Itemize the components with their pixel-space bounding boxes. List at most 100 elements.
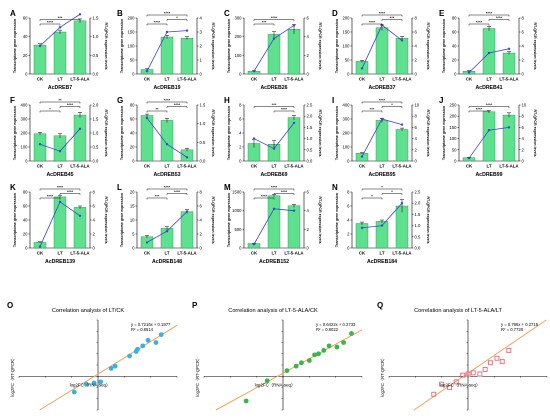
y-tick-label-left: 400 bbox=[343, 103, 351, 108]
y-tick-label-left: 60 bbox=[23, 16, 28, 21]
y-axis-label: log2FC（RT-QPCR） bbox=[380, 356, 385, 397]
significance-bracket bbox=[39, 101, 81, 104]
y-tick-label-left: 0 bbox=[132, 72, 135, 77]
data-point bbox=[453, 379, 459, 385]
data-point bbox=[112, 363, 118, 369]
y-tick-label-right: 2.0 bbox=[307, 114, 313, 119]
y-tick-label-left: 250 bbox=[450, 103, 458, 108]
y-tick-label-left: 1000 bbox=[232, 208, 242, 213]
y-tick-label-left: 15 bbox=[130, 204, 135, 209]
data-point bbox=[83, 381, 89, 387]
y-tick-label-right: 6 bbox=[307, 190, 310, 195]
qpcr-point bbox=[467, 157, 471, 160]
y-tick-label-right: 8 bbox=[415, 114, 418, 119]
significance-bracket bbox=[273, 110, 295, 113]
y-tick-label-right: 2.5 bbox=[415, 190, 421, 195]
y-tick-label-left: 0 bbox=[239, 72, 242, 77]
qpcr-point bbox=[487, 51, 491, 55]
chart-title: AcDREB69 bbox=[260, 172, 287, 178]
significance-label: *** bbox=[370, 106, 375, 111]
y-tick-label-right: 0 bbox=[200, 246, 203, 251]
y-tick-label-left: 0 bbox=[347, 72, 350, 77]
data-point bbox=[439, 381, 445, 387]
qpcr-point bbox=[380, 117, 384, 121]
chart-title: Correlation analysis of LT-5-ALA/CK bbox=[228, 308, 318, 314]
y-tick-label-right: 8 bbox=[522, 16, 525, 21]
y-tick-label-right: 2.0 bbox=[93, 103, 99, 108]
data-point bbox=[316, 351, 321, 357]
significance-label: **** bbox=[369, 19, 376, 24]
y-tick-label-left: 300 bbox=[343, 117, 351, 122]
x-tick-label: LT bbox=[57, 251, 62, 256]
r-squared: R² = 0.8514 bbox=[131, 327, 154, 332]
qpcr-point bbox=[360, 155, 364, 158]
bar-lt bbox=[482, 28, 496, 75]
y-tick-label-left: 50 bbox=[345, 58, 350, 63]
significance-label: **** bbox=[271, 15, 278, 20]
significance-bracket bbox=[146, 197, 168, 200]
significance-label: * bbox=[371, 193, 373, 198]
significance-label: * bbox=[381, 184, 383, 189]
qpcr-point bbox=[145, 116, 149, 120]
significance-bracket bbox=[488, 19, 510, 21]
x-tick-label: LT-5-ALA bbox=[284, 77, 304, 82]
x-tick-label: LT bbox=[164, 251, 169, 256]
significance-bracket bbox=[39, 23, 61, 26]
y-tick-label-right: 0 bbox=[415, 159, 418, 164]
chart-title: Correlation analysis of LT/CK bbox=[52, 308, 125, 314]
significance-label: *** bbox=[155, 193, 160, 198]
y-tick-label-right: 1.5 bbox=[415, 212, 421, 217]
y-tick-label-right: 8 bbox=[522, 114, 525, 119]
y-tick-label-right: 0 bbox=[93, 246, 96, 251]
data-point bbox=[135, 346, 140, 352]
chart-title: AcDREB139 bbox=[45, 259, 75, 265]
panel-letter: J bbox=[439, 96, 443, 105]
y-axis-label-right: RT-QPCR expression levels bbox=[318, 109, 322, 156]
y-tick-label-left: 20 bbox=[23, 53, 28, 58]
x-tick-label: CK bbox=[466, 77, 473, 82]
significance-bracket bbox=[361, 110, 383, 113]
y-tick-label-right: 8 bbox=[415, 16, 418, 21]
y-tick-label-left: 8 bbox=[239, 103, 242, 108]
x-tick-label: LT bbox=[271, 164, 276, 169]
data-point bbox=[477, 371, 483, 377]
y-tick-label-left: 0 bbox=[25, 72, 28, 77]
chart-title: AcDREB19 bbox=[153, 85, 180, 91]
r-squared: R² = 0.8022 bbox=[316, 327, 339, 332]
y-tick-label-right: 6 bbox=[522, 125, 525, 130]
data-point bbox=[153, 340, 159, 345]
y-tick-label-right: 2 bbox=[307, 53, 310, 58]
y-axis-label-right: RT-QPCR expression levels bbox=[533, 22, 537, 69]
y-tick-label-left: 4 bbox=[347, 218, 350, 223]
qpcr-point bbox=[272, 207, 276, 210]
x-tick-label: LT-5-ALA bbox=[177, 77, 197, 82]
x-tick-label: CK bbox=[251, 77, 258, 82]
y-axis-label-left: Transcriptome gene expression bbox=[120, 106, 124, 160]
y-tick-label-left: 200 bbox=[235, 34, 243, 39]
y-tick-label-right: 2.5 bbox=[307, 103, 313, 108]
data-point bbox=[264, 378, 270, 384]
significance-bracket bbox=[146, 188, 188, 191]
panel-letter: K bbox=[10, 183, 16, 192]
bar-lt-5-ala bbox=[73, 20, 87, 75]
y-tick-label-right: 1.0 bbox=[415, 223, 421, 228]
qpcr-point bbox=[400, 123, 404, 126]
significance-bracket bbox=[381, 193, 403, 195]
y-tick-label-right: 0.0 bbox=[200, 159, 206, 164]
significance-label: **** bbox=[67, 102, 74, 107]
panel-letter: F bbox=[10, 96, 15, 105]
qpcr-point bbox=[165, 143, 169, 146]
significance-label: **** bbox=[67, 189, 74, 194]
data-point bbox=[334, 344, 340, 350]
x-tick-label: LT bbox=[379, 164, 384, 169]
data-point bbox=[299, 360, 304, 366]
significance-label: **** bbox=[154, 19, 161, 24]
significance-bracket bbox=[361, 188, 403, 191]
significance-bracket bbox=[146, 14, 188, 17]
y-tick-label-right: 4 bbox=[200, 218, 203, 223]
significance-bracket bbox=[39, 188, 81, 191]
y-tick-label-left: 6 bbox=[347, 204, 350, 209]
y-tick-label-right: 1 bbox=[200, 58, 203, 63]
